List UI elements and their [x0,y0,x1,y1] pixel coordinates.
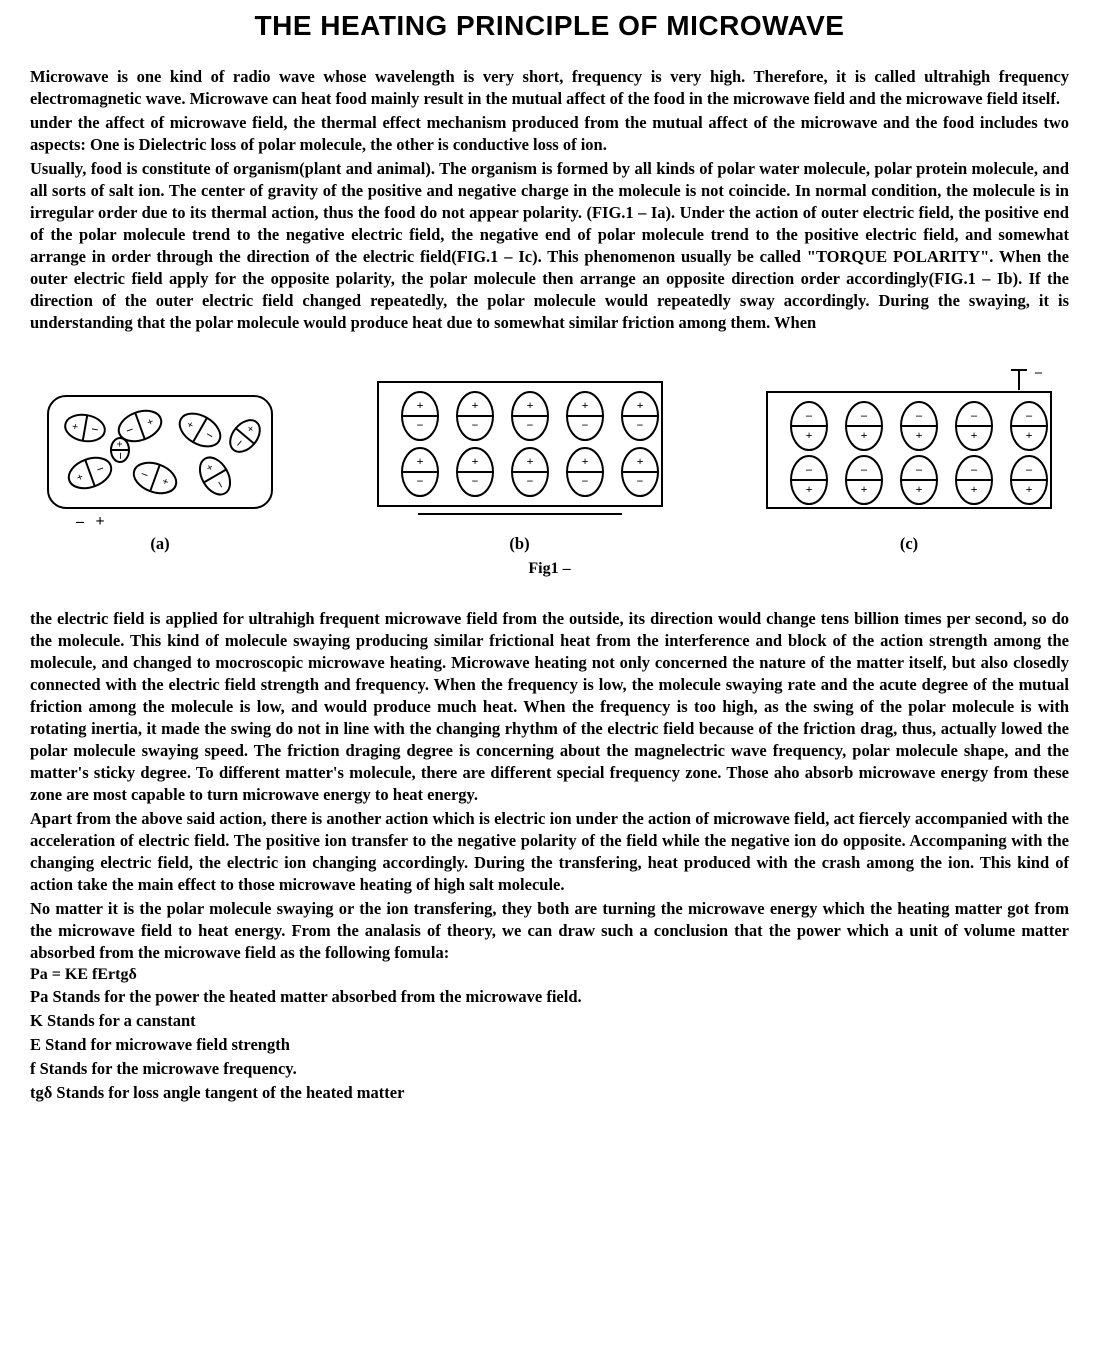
svg-text:+: + [861,428,868,442]
definition-line: K Stands for a canstant [30,1010,1069,1032]
svg-text:−: − [526,418,533,432]
svg-text:+: + [806,428,813,442]
svg-text:+: + [471,398,478,412]
paragraph: No matter it is the polar molecule swayi… [30,898,1069,964]
svg-text:–: – [860,408,868,422]
paragraph: Microwave is one kind of radio wave whos… [30,66,1069,110]
svg-text:−: − [471,418,478,432]
svg-text:−: − [581,418,588,432]
document-page: THE HEATING PRINCIPLE OF MICROWAVE Micro… [0,0,1099,1126]
svg-text:–: – [805,462,813,476]
svg-text:+: + [581,398,588,412]
svg-text:+: + [971,428,978,442]
figure-label: (b) [509,534,529,554]
svg-text:−: − [416,418,423,432]
diagram-c: – + – + – + – + – + – + – + – + – + – + – [759,368,1059,528]
svg-text:−: − [526,474,533,488]
top-paragraphs: Microwave is one kind of radio wave whos… [30,66,1069,334]
svg-text:–: – [75,513,85,528]
definitions-list: Pa Stands for the power the heated matte… [30,986,1069,1104]
svg-text:+: + [526,398,533,412]
paragraph: the electric field is applied for ultrah… [30,608,1069,806]
figure-panel: +−+−+−+−+−+−+−+−–+(a) [40,388,280,554]
svg-text:−: − [581,474,588,488]
svg-text:–: – [970,408,978,422]
svg-text:–: – [805,408,813,422]
figure-label: (c) [900,534,918,554]
svg-text:+: + [636,454,643,468]
paragraph: under the affect of microwave field, the… [30,112,1069,156]
svg-text:+: + [806,482,813,496]
svg-text:–: – [1025,462,1033,476]
figure-label: (a) [150,534,169,554]
svg-text:–: – [915,462,923,476]
definition-line: E Stand for microwave field strength [30,1034,1069,1056]
svg-text:+: + [636,398,643,412]
svg-text:+: + [113,441,125,447]
figure-row: +−+−+−+−+−+−+−+−–+(a)+−+−+−+−+−+−+−+−+−+… [30,368,1069,554]
svg-text:−: − [636,474,643,488]
svg-text:–: – [970,462,978,476]
svg-text:+: + [416,454,423,468]
svg-text:+: + [95,513,104,528]
svg-text:+: + [526,454,533,468]
page-title: THE HEATING PRINCIPLE OF MICROWAVE [30,10,1069,42]
diagram-a: +−+−+−+−+−+−+−+−–+ [40,388,280,528]
svg-text:–: – [915,408,923,422]
svg-text:+: + [916,428,923,442]
svg-text:−: − [471,474,478,488]
figure-panel: + − + − + − + − + − + − + − + − + − + − (b) [370,368,670,554]
svg-text:+: + [916,482,923,496]
svg-text:−: − [636,418,643,432]
svg-text:–: – [860,462,868,476]
formula-block: Pa = KE fErtgδ [30,966,1069,984]
figure-panel: – + – + – + – + – + – + – + – + – + – + – (c) [759,368,1059,554]
svg-text:+: + [861,482,868,496]
bottom-paragraphs: the electric field is applied for ultrah… [30,608,1069,964]
svg-text:+: + [471,454,478,468]
svg-text:+: + [1026,428,1033,442]
svg-text:+: + [971,482,978,496]
definition-line: f Stands for the microwave frequency. [30,1058,1069,1080]
paragraph: Usually, food is constitute of organism(… [30,158,1069,334]
definition-line: tgδ Stands for loss angle tangent of the… [30,1082,1069,1104]
svg-text:−: − [113,452,128,459]
paragraph: Apart from the above said action, there … [30,808,1069,896]
svg-text:+: + [581,454,588,468]
formula: Pa = KE fErtgδ [30,966,1069,984]
svg-text:−: − [416,474,423,488]
svg-text:+: + [416,398,423,412]
svg-text:–: – [1025,408,1033,422]
diagram-b: + − + − + − + − + − + − + − + − + − + − [370,368,670,528]
definition-line: Pa Stands for the power the heated matte… [30,986,1069,1008]
svg-text:+: + [1026,482,1033,496]
svg-text:–: – [1034,368,1043,380]
figure-caption: Fig1 – [30,560,1069,578]
